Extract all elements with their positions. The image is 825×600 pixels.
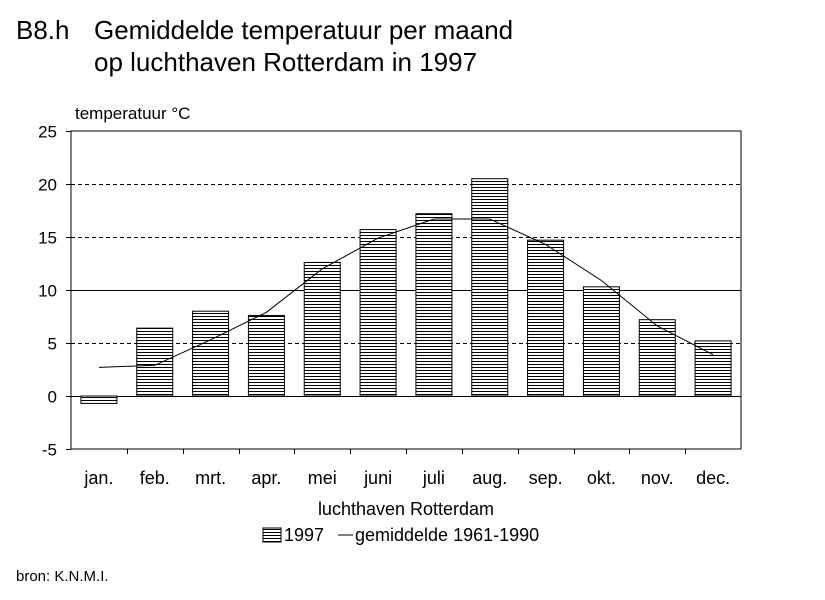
bar-nov	[638, 319, 676, 397]
bar-apr	[247, 314, 285, 397]
legend-swatch-1997	[262, 527, 282, 543]
x-tick-label: mrt.	[195, 468, 226, 488]
y-tick-label: -5	[42, 441, 57, 460]
x-tick-label: aug.	[472, 468, 507, 488]
x-tick-label: apr.	[251, 468, 281, 488]
x-tick-label: mei	[308, 468, 337, 488]
x-axis-label: luchthaven Rotterdam	[318, 499, 494, 519]
average-line	[98, 218, 714, 368]
bar-feb	[136, 327, 174, 397]
legend-label-1997: 1997	[284, 525, 324, 545]
x-tick-label: jan.	[83, 468, 113, 488]
y-tick-label: 25	[38, 123, 57, 142]
y-tick-label: 15	[38, 229, 57, 248]
bar-mei	[303, 261, 341, 397]
chart-title: Gemiddelde temperatuur per maand op luch…	[94, 15, 514, 77]
bar-dec	[694, 340, 732, 397]
source-note: bron: K.N.M.I.	[16, 568, 109, 585]
x-tick-label: nov.	[641, 468, 674, 488]
figure-code: B8.h	[16, 15, 70, 45]
x-tick-label: sep.	[529, 468, 563, 488]
x-tick-label: feb.	[140, 468, 170, 488]
bar-juli	[415, 213, 453, 397]
legend: 1997 gemiddelde 1961-1990	[262, 525, 539, 545]
y-tick-label: 5	[48, 335, 57, 354]
bar-juni	[359, 229, 397, 397]
legend-label-average: gemiddelde 1961-1990	[355, 525, 539, 545]
y-tick-label: 0	[48, 388, 57, 407]
x-tick-label: okt.	[587, 468, 616, 488]
bar-mrt	[192, 310, 230, 397]
x-tick-label: juni	[363, 468, 392, 488]
bar-okt	[582, 286, 620, 397]
x-tick-label: dec.	[696, 468, 730, 488]
bar-sep	[527, 239, 565, 397]
bar-aug	[471, 178, 509, 397]
y-axis-label: temperatuur °C	[75, 104, 190, 123]
x-tick-label: juli	[422, 468, 445, 488]
y-tick-label: 10	[38, 282, 57, 301]
y-tick-label: 20	[38, 176, 57, 195]
bar-jan	[80, 395, 118, 404]
